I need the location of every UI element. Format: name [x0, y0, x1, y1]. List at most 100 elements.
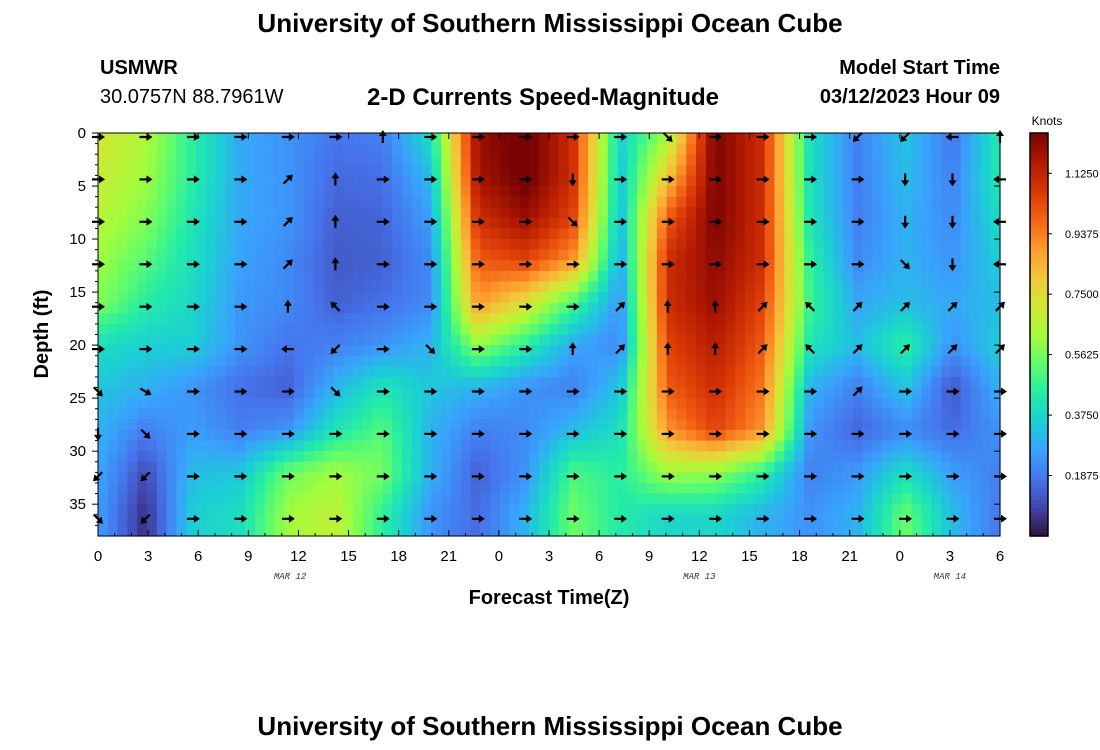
heat-cell	[715, 207, 727, 219]
heat-cell	[196, 249, 207, 261]
heat-cell	[490, 260, 501, 272]
heat-cell	[401, 429, 413, 442]
heat-cell	[647, 217, 658, 230]
heat-cell	[450, 429, 462, 442]
heat-cell	[235, 461, 246, 473]
heat-cell	[686, 408, 697, 420]
heat-cell	[725, 143, 736, 155]
heat-cell	[970, 429, 981, 442]
heat-cell	[156, 366, 168, 378]
heat-cell	[686, 376, 697, 389]
heat-cell	[862, 398, 874, 410]
heat-cell	[882, 376, 893, 389]
heat-cell	[205, 249, 217, 261]
heat-cell	[803, 239, 815, 251]
heat-cell	[715, 270, 727, 283]
heat-cell	[647, 355, 658, 367]
heat-cell	[313, 461, 325, 473]
heat-cell	[843, 408, 854, 420]
heat-cell	[558, 482, 570, 495]
heat-cell	[735, 493, 746, 505]
heat-cell	[774, 228, 785, 240]
heat-cell	[862, 207, 874, 219]
heat-cell	[490, 366, 501, 378]
heat-cell	[372, 514, 383, 526]
heat-cell	[166, 133, 178, 145]
heat-cell	[176, 239, 187, 251]
heat-cell	[568, 408, 580, 420]
heat-cell	[774, 408, 785, 420]
heat-cell	[578, 493, 589, 505]
heat-cell	[98, 196, 109, 208]
heat-cell	[343, 334, 354, 346]
heat-cell	[735, 461, 746, 473]
heat-cell	[421, 217, 432, 230]
heat-cell	[549, 228, 560, 240]
heat-cell	[960, 217, 972, 230]
heat-cell	[539, 451, 550, 463]
heat-cell	[637, 217, 648, 230]
heat-cell	[362, 334, 374, 346]
heat-cell	[676, 292, 687, 304]
heat-cell	[352, 196, 364, 208]
heat-cell	[490, 164, 501, 177]
heat-cell	[480, 376, 491, 389]
heat-cell	[392, 408, 403, 420]
heat-cell	[833, 133, 844, 145]
heat-cell	[794, 239, 805, 251]
heat-cell	[588, 345, 599, 357]
heat-cell	[392, 260, 403, 272]
heat-cell	[450, 143, 462, 155]
current-arrow	[376, 345, 390, 354]
heat-cell	[823, 482, 834, 495]
heat-cell	[343, 472, 354, 484]
heat-cell	[823, 228, 834, 240]
x-tick-label: 18	[791, 548, 808, 565]
heat-cell	[715, 440, 727, 452]
heat-cell	[196, 175, 207, 187]
heat-cell	[813, 313, 825, 325]
heat-cell	[323, 207, 334, 219]
heat-cell	[872, 207, 883, 219]
heat-cell	[196, 334, 207, 346]
heat-cell	[980, 323, 991, 336]
heat-cell	[666, 525, 678, 537]
heat-cell	[117, 398, 129, 410]
heat-cell	[676, 260, 687, 272]
heat-cell	[450, 419, 462, 431]
heat-cell	[343, 429, 354, 442]
heat-cell	[911, 525, 923, 537]
heat-cell	[147, 154, 158, 166]
current-arrow	[900, 131, 911, 142]
heat-cell	[676, 313, 687, 325]
heat-cell	[754, 451, 766, 463]
current-arrow	[709, 133, 723, 141]
heat-cell	[284, 504, 295, 516]
heat-cell	[745, 313, 756, 325]
heat-cell	[911, 419, 923, 431]
heat-cell	[823, 260, 834, 272]
heat-cell	[362, 376, 374, 389]
heat-cell	[960, 398, 972, 410]
heat-cell	[107, 493, 119, 505]
heat-cell	[549, 239, 560, 251]
heat-cell	[813, 366, 825, 378]
heat-cell	[823, 164, 834, 177]
heat-cell	[735, 472, 746, 484]
heat-cell	[754, 154, 766, 166]
heat-cell	[215, 154, 227, 166]
heat-cell	[519, 217, 530, 230]
heat-cell	[941, 366, 952, 378]
heat-cell	[735, 270, 746, 283]
heat-cell	[774, 249, 785, 261]
heat-cell	[764, 186, 776, 198]
heat-cell	[480, 175, 491, 187]
heat-cell	[294, 164, 305, 177]
heat-cell	[205, 133, 217, 145]
heat-cell	[686, 196, 697, 208]
heat-cell	[441, 440, 452, 452]
heat-cell	[637, 419, 648, 431]
heat-cell	[764, 408, 776, 420]
heat-cell	[382, 376, 393, 389]
heat-cell	[960, 239, 972, 251]
